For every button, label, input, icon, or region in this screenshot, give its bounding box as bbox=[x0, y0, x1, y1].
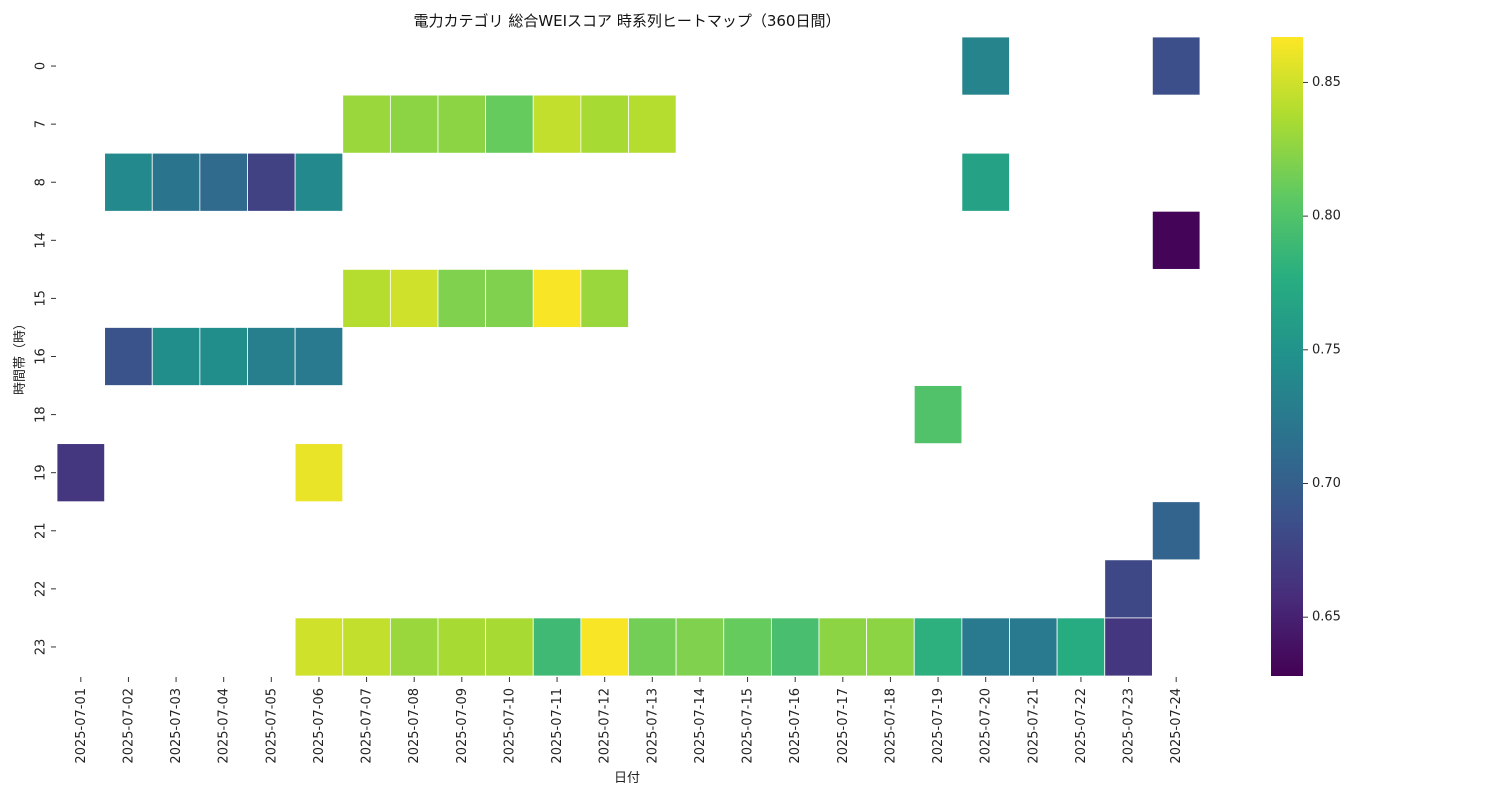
colorbar-tick-label: 0.80 bbox=[1312, 209, 1341, 224]
y-tick-label: 23 bbox=[34, 639, 49, 656]
heatmap-cell bbox=[342, 94, 391, 154]
x-tick-label: 2025-07-17 bbox=[836, 688, 851, 764]
heatmap-cell bbox=[580, 617, 629, 677]
y-tick-label: 14 bbox=[34, 232, 49, 249]
x-tick-label: 2025-07-22 bbox=[1074, 688, 1089, 764]
heatmap-cell bbox=[437, 617, 487, 677]
heatmap-cell bbox=[342, 268, 391, 328]
x-tick-label: 2025-07-24 bbox=[1169, 688, 1184, 764]
heatmap-cell bbox=[389, 617, 439, 677]
colorbar bbox=[1271, 37, 1303, 676]
y-tick-label: 21 bbox=[34, 522, 49, 539]
y-axis-title: 時間帯（時） bbox=[13, 317, 28, 395]
x-tick-label: 2025-07-07 bbox=[360, 688, 375, 764]
heatmap-cell bbox=[961, 152, 1010, 212]
x-tick-label: 2025-07-06 bbox=[312, 688, 327, 764]
heatmap-cell bbox=[485, 268, 534, 328]
colorbar-tick-label: 0.85 bbox=[1312, 75, 1341, 90]
heatmap-cell bbox=[247, 327, 296, 386]
y-tick-label: 7 bbox=[34, 120, 49, 128]
x-tick-label: 2025-07-03 bbox=[169, 688, 184, 764]
colorbar-tick-label: 0.70 bbox=[1312, 476, 1341, 491]
heatmap-cell bbox=[1151, 501, 1201, 561]
x-tick-label: 2025-07-14 bbox=[693, 688, 708, 764]
x-tick-label: 2025-07-21 bbox=[1026, 688, 1041, 764]
y-tick-label: 19 bbox=[34, 464, 49, 481]
heatmap-cell bbox=[580, 268, 629, 328]
heatmap-cell bbox=[104, 152, 153, 212]
x-axis: 2025-07-01 2025-07-02 2025-07-03 2025-07-04… bbox=[74, 677, 1184, 764]
heatmap-cell bbox=[437, 94, 487, 154]
heatmap-cell bbox=[389, 94, 439, 154]
x-tick-label: 2025-07-10 bbox=[502, 688, 517, 764]
heatmap-cell bbox=[723, 617, 772, 677]
heatmap-cell bbox=[342, 617, 391, 677]
heatmap-cell bbox=[485, 617, 534, 677]
heatmap-cell bbox=[56, 443, 106, 503]
heatmap-cell bbox=[294, 327, 344, 386]
x-tick-label: 2025-07-20 bbox=[979, 688, 994, 764]
colorbar-tick-label: 0.75 bbox=[1312, 342, 1341, 357]
heatmap-cell bbox=[294, 443, 344, 503]
x-tick-label: 2025-07-11 bbox=[550, 688, 565, 764]
heatmap-cell bbox=[437, 268, 487, 328]
heatmap-cell bbox=[151, 152, 201, 212]
heatmap-cell bbox=[294, 617, 344, 677]
x-tick-label: 2025-07-15 bbox=[741, 688, 756, 764]
heatmap-cell bbox=[961, 617, 1010, 677]
y-tick-label: 15 bbox=[34, 290, 49, 307]
chart-title: 電力カテゴリ 総合WEIスコア 時系列ヒートマップ（360日間） bbox=[414, 12, 841, 30]
heatmap-cell bbox=[532, 94, 582, 154]
heatmap-cell bbox=[532, 617, 582, 677]
x-tick-label: 2025-07-08 bbox=[407, 688, 422, 764]
x-tick-label: 2025-07-12 bbox=[598, 688, 613, 764]
x-tick-label: 2025-07-19 bbox=[931, 688, 946, 764]
y-tick-label: 22 bbox=[34, 581, 49, 598]
y-tick-label: 8 bbox=[34, 178, 49, 186]
y-tick-label: 16 bbox=[34, 348, 49, 365]
x-axis-title: 日付 bbox=[614, 771, 640, 786]
colorbar-tick-label: 0.65 bbox=[1312, 610, 1341, 625]
x-tick-label: 2025-07-02 bbox=[121, 688, 136, 764]
y-tick-label: 0 bbox=[34, 62, 49, 70]
x-tick-label: 2025-07-05 bbox=[264, 688, 279, 764]
heatmap-cell bbox=[580, 94, 629, 154]
heatmap-cell bbox=[1104, 617, 1153, 677]
heatmap-cell bbox=[485, 94, 534, 154]
heatmap-cell bbox=[294, 152, 344, 212]
heatmap-cell bbox=[628, 94, 677, 154]
heatmap-cell bbox=[961, 36, 1010, 96]
heatmap-cell bbox=[1151, 36, 1201, 96]
heatmap-cell bbox=[1104, 559, 1153, 619]
x-tick-label: 2025-07-16 bbox=[788, 688, 803, 764]
heatmap-cell bbox=[770, 617, 820, 677]
heatmap-cell bbox=[532, 268, 582, 328]
heatmap-cell bbox=[628, 617, 677, 677]
x-tick-label: 2025-07-04 bbox=[217, 688, 232, 764]
heatmap-cell bbox=[675, 617, 725, 677]
heatmap-cell bbox=[151, 327, 201, 386]
colorbar-ticks: 0.65 0.70 0.75 0.80 0.85 bbox=[1303, 75, 1341, 625]
heatmap-cell bbox=[818, 617, 868, 677]
x-tick-label: 2025-07-01 bbox=[74, 688, 89, 764]
heatmap-cell bbox=[913, 385, 963, 445]
heatmap-cell bbox=[199, 327, 248, 386]
x-tick-label: 2025-07-09 bbox=[455, 688, 470, 764]
heatmap-cell bbox=[1056, 617, 1106, 677]
heatmap-cell bbox=[247, 152, 296, 212]
x-tick-label: 2025-07-18 bbox=[883, 688, 898, 764]
heatmap-cell bbox=[913, 617, 963, 677]
heatmap-cell bbox=[1151, 210, 1201, 270]
y-tick-label: 18 bbox=[34, 406, 49, 423]
x-tick-label: 2025-07-13 bbox=[645, 688, 660, 764]
y-axis: 0 7 8 14 15 16 18 19 21 22 23 bbox=[34, 62, 56, 656]
heatmap-cell bbox=[199, 152, 248, 212]
heatmap-cell bbox=[1009, 617, 1058, 677]
heatmap-cells bbox=[56, 36, 1201, 677]
heatmap-cell bbox=[866, 617, 915, 677]
heatmap-cell bbox=[104, 327, 153, 386]
heatmap-cell bbox=[389, 268, 439, 328]
x-tick-label: 2025-07-23 bbox=[1122, 688, 1137, 764]
